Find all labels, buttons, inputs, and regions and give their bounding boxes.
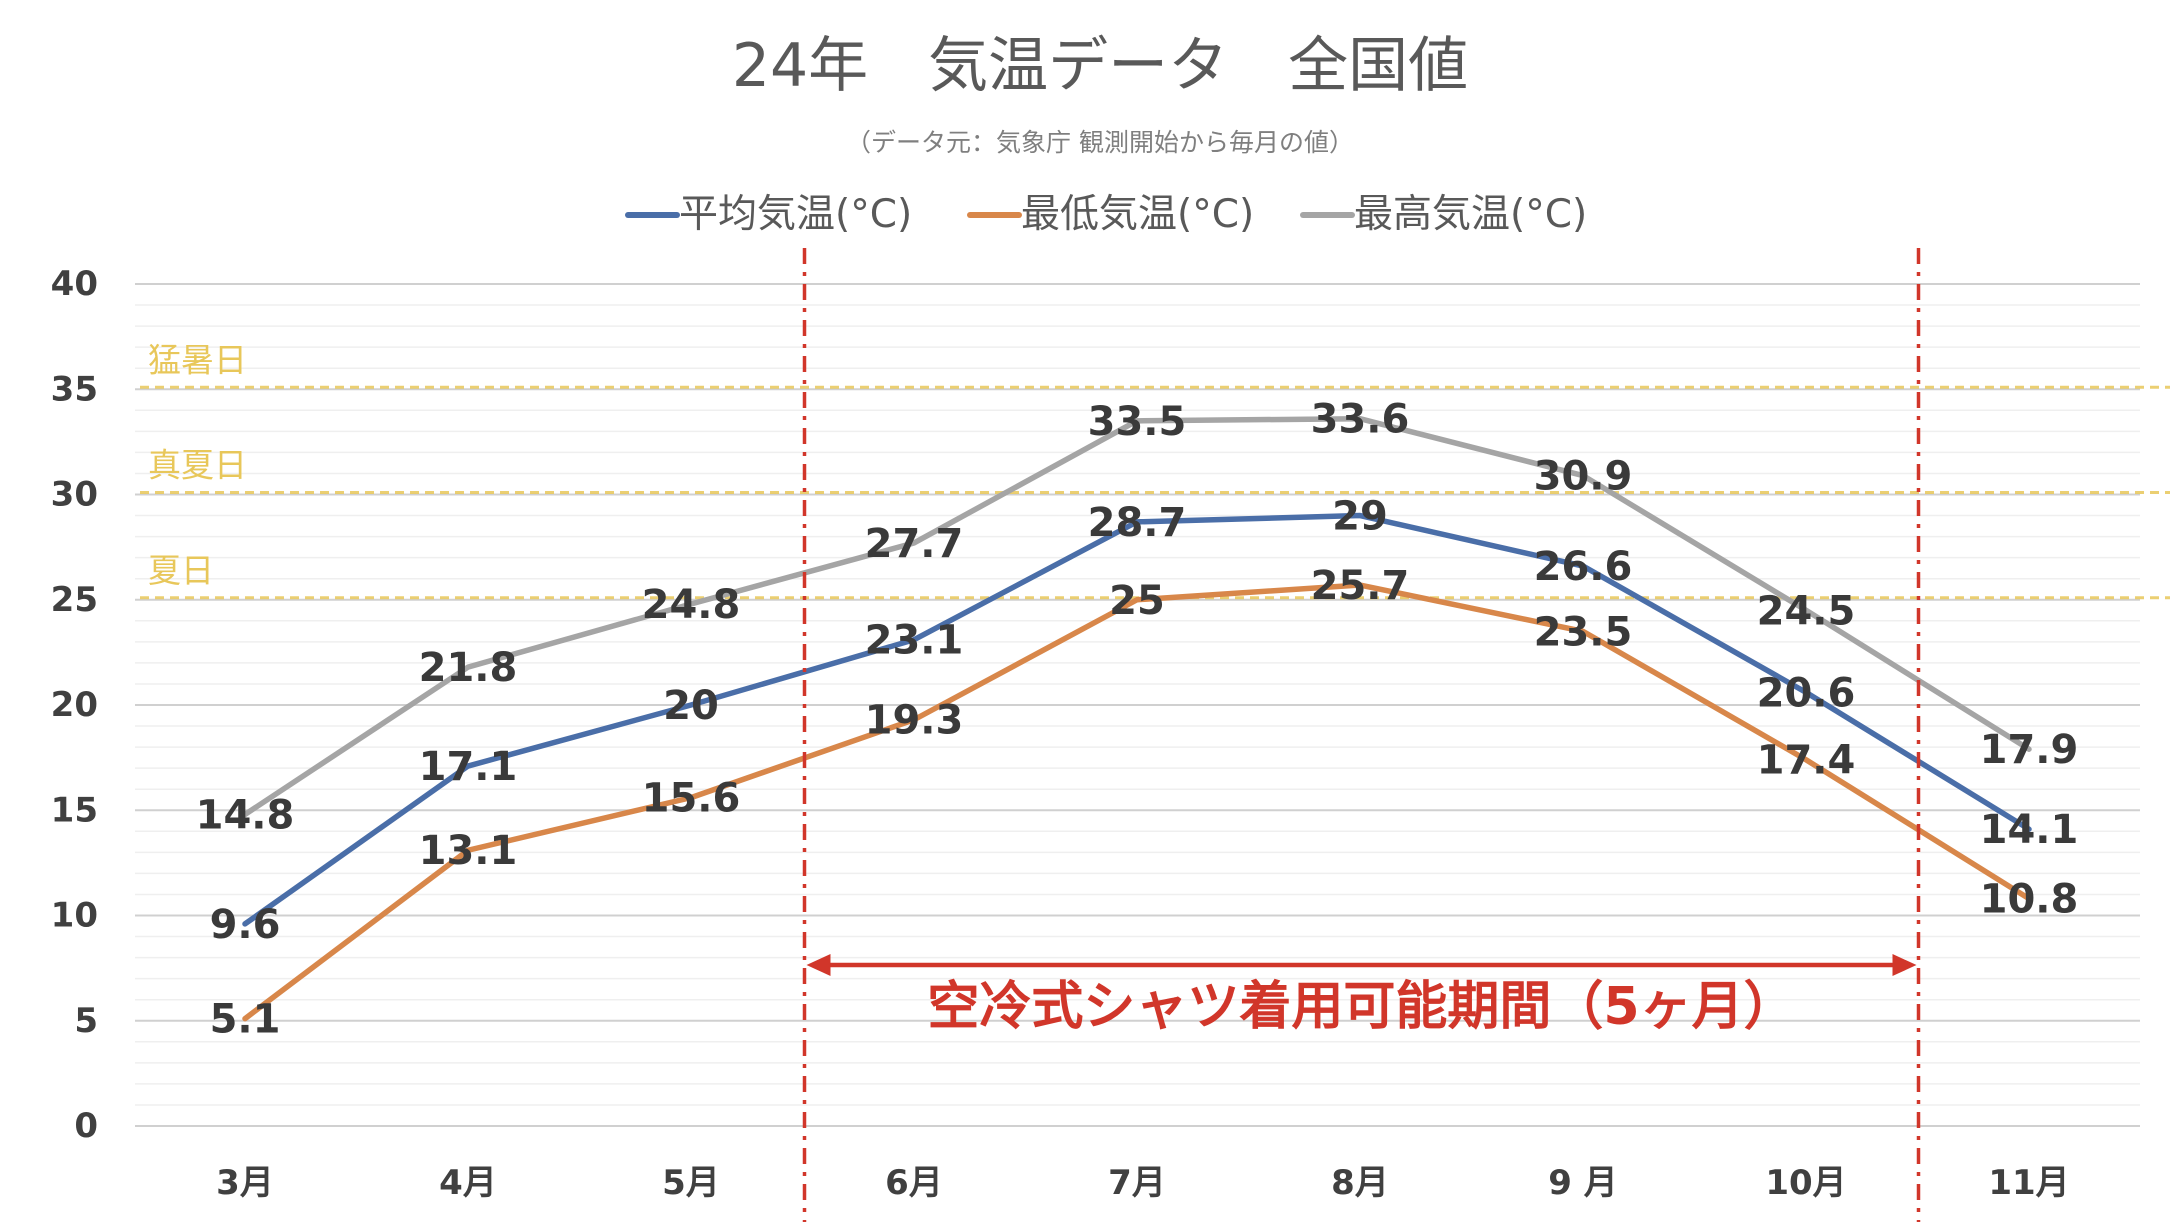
legend-entry: 最低気温(°C) [1021, 192, 1254, 237]
data-label: 27.7 [865, 521, 964, 567]
legend: 平均気温(°C) 最低気温(°C) 最高気温(°C) [625, 192, 1587, 237]
data-label: 33.5 [1088, 399, 1187, 445]
data-label: 17.4 [1757, 738, 1856, 784]
data-label: 26.6 [1534, 544, 1633, 590]
data-label: 20 [663, 683, 719, 729]
x-tick-label: 4月 [439, 1163, 497, 1203]
data-label: 23.1 [865, 618, 964, 664]
data-label: 24.8 [642, 582, 741, 628]
x-tick-label: 3月 [216, 1163, 274, 1203]
y-tick-label: 40 [51, 264, 98, 304]
data-label: 23.5 [1534, 609, 1633, 655]
y-tick-label: 20 [51, 685, 98, 725]
data-label: 14.1 [1980, 807, 2079, 853]
data-label: 30.9 [1534, 454, 1633, 500]
data-label: 17.9 [1980, 727, 2079, 773]
data-label: 33.6 [1311, 397, 1410, 443]
period-arrow-head-right [1892, 954, 1917, 976]
data-label: 5.1 [210, 997, 281, 1043]
x-tick-label: 11月 [1988, 1163, 2069, 1203]
data-label: 25.7 [1311, 563, 1410, 609]
data-label: 29 [1332, 494, 1388, 540]
data-label: 21.8 [419, 645, 518, 691]
period-label: 空冷式シャツ着用可能期間（5ヶ月） [927, 977, 1795, 1037]
y-tick-label: 25 [51, 580, 98, 620]
x-tick-label: 8月 [1331, 1163, 1389, 1203]
data-label: 17.1 [419, 744, 518, 790]
series-lines [242, 415, 2032, 1022]
y-tick-label: 10 [51, 896, 98, 936]
x-tick-label: 10月 [1765, 1163, 1846, 1203]
y-tick-label: 15 [51, 790, 98, 830]
data-label: 28.7 [1088, 500, 1187, 546]
data-label: 25 [1109, 578, 1165, 624]
data-label: 9.6 [210, 902, 281, 948]
data-label: 15.6 [642, 776, 741, 822]
data-labels: 9.6 17.1 20 23.1 28.7 29 26.6 20.6 14.1 5.1 13.1 15… [196, 397, 2079, 1043]
x-tick-label: 7月 [1108, 1163, 1166, 1203]
period-arrow-head-left [806, 954, 831, 976]
x-tick-label: 9 月 [1548, 1163, 1618, 1203]
legend-entry: 平均気温(°C) [679, 192, 912, 237]
y-tick-label: 35 [51, 369, 98, 409]
x-tick-label: 6月 [885, 1163, 943, 1203]
y-tick-label: 30 [51, 475, 98, 515]
reference-label: 猛暑日 [148, 340, 247, 379]
period-annotation: 空冷式シャツ着用可能期間（5ヶ月） [802, 248, 1921, 1222]
data-label: 14.8 [196, 792, 295, 838]
chart-title: 24年 気温データ 全国値 [732, 31, 1468, 101]
reference-label: 真夏日 [148, 446, 247, 485]
data-label: 13.1 [419, 828, 518, 874]
x-tick-label: 5月 [662, 1163, 720, 1203]
data-label: 10.8 [1980, 877, 2079, 923]
gridlines [135, 283, 2140, 1127]
data-label: 24.5 [1757, 588, 1856, 634]
y-tick-label: 0 [74, 1106, 98, 1146]
axes: 0 5 10 15 20 25 30 35 40 3月 4月 5月 6月 7月 8月 9 月 10月 11月 [51, 264, 2070, 1203]
data-label: 19.3 [865, 698, 964, 744]
reference-label: 夏日 [148, 551, 214, 590]
data-label: 20.6 [1757, 670, 1856, 716]
chart-subtitle: （データ元：気象庁 観測開始から毎月の値） [846, 128, 1354, 157]
legend-entry: 最高気温(°C) [1354, 192, 1587, 237]
y-tick-label: 5 [74, 1001, 98, 1041]
